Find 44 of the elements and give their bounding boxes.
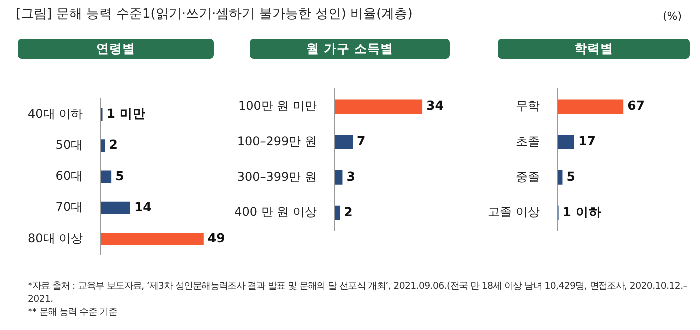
text: (%) — [662, 10, 682, 23]
y-tick-label: 100만 원 미만 — [238, 99, 317, 114]
text: ** 문해 능력 수준 기준 — [28, 306, 118, 319]
data-label: 34 — [426, 98, 444, 114]
y-tick-label: 300–399만 원 — [237, 170, 317, 184]
bar — [558, 135, 575, 150]
y-tick-label: 400 만 원 이상 — [234, 205, 317, 220]
bar — [101, 202, 130, 214]
bar — [101, 140, 106, 152]
data-label: 49 — [208, 230, 226, 246]
y-tick-label: 중졸 — [516, 170, 540, 184]
chart-title: 월 가구 소득별 — [250, 39, 450, 59]
data-label: 67 — [628, 98, 646, 114]
data-label: 2 — [109, 137, 118, 152]
y-tick-label: 80대 이상 — [28, 231, 84, 246]
data-label: 5 — [566, 168, 576, 184]
y-tick-label: 초졸 — [516, 134, 540, 148]
y-tick-label: 40대 이하 — [28, 106, 84, 121]
y-tick-label: 무학 — [516, 99, 540, 114]
y-tick-label: 70대 — [56, 200, 84, 214]
bar — [101, 232, 204, 246]
y-tick-label: 100–299만 원 — [237, 134, 317, 148]
y-tick-label: 고졸 이상 — [488, 205, 540, 220]
data-label: 2 — [344, 204, 353, 220]
bar — [335, 170, 343, 185]
bar — [558, 100, 624, 114]
chart-title: 연령별 — [18, 39, 214, 59]
data-label: 1 미만 — [106, 106, 146, 122]
bar — [101, 170, 112, 184]
bar — [335, 206, 340, 220]
bar — [335, 100, 423, 114]
text: [그림] 문해 능력 수준1(읽기·쓰기·셈하기 불가능한 성인) 비율(계층) — [16, 6, 413, 23]
bar — [558, 170, 563, 185]
data-label: 3 — [346, 168, 356, 184]
text: *자료 출처 : 교육부 보도자료, ‘제3차 성인문해능력조사 결과 발표 및 문해의 달 선포식 개최’, 2021.09.06.(전국 만 18세 이상 남녀 10,429명, 면접조사, 2020.10.12.–2021. — [28, 280, 689, 306]
bar — [335, 135, 354, 150]
data-label: 14 — [134, 199, 152, 214]
data-label: 1 이하 — [562, 204, 602, 220]
chart-title: 학력별 — [498, 39, 690, 59]
data-label: 7 — [357, 134, 366, 149]
data-label: 17 — [578, 134, 596, 149]
data-label: 5 — [116, 168, 124, 184]
y-tick-label: 50대 — [56, 138, 84, 152]
y-tick-label: 60대 — [56, 169, 84, 184]
